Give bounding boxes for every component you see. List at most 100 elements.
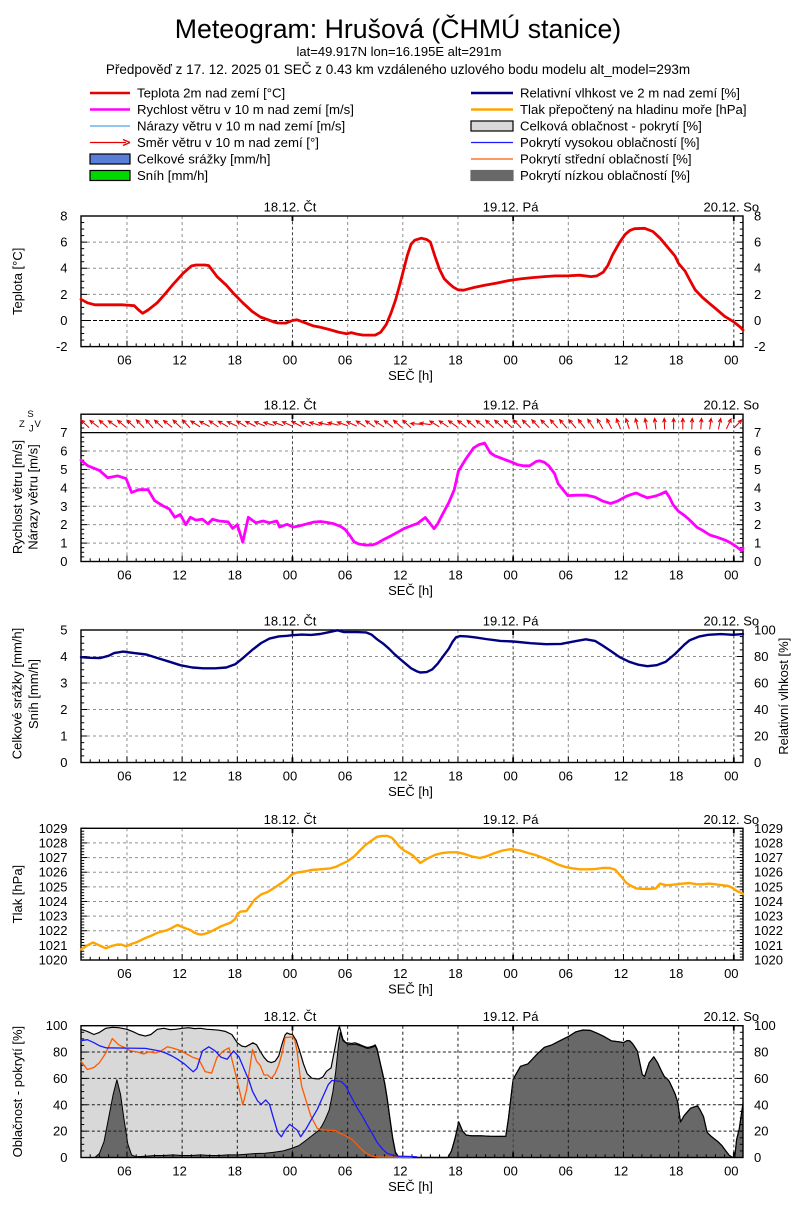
svg-text:0: 0 — [60, 755, 67, 770]
svg-text:1022: 1022 — [754, 923, 783, 938]
svg-text:18.12. Čt: 18.12. Čt — [264, 812, 317, 827]
svg-text:5: 5 — [60, 623, 67, 638]
svg-text:40: 40 — [754, 702, 768, 717]
svg-text:Směr větru v 10 m nad zemí [°]: Směr větru v 10 m nad zemí [°] — [137, 135, 319, 150]
svg-text:00: 00 — [283, 768, 297, 783]
svg-text:1: 1 — [60, 729, 67, 744]
svg-text:1029: 1029 — [754, 821, 783, 836]
svg-text:19.12. Pá: 19.12. Pá — [483, 812, 539, 827]
svg-text:00: 00 — [724, 567, 738, 582]
svg-text:12: 12 — [393, 1163, 407, 1178]
svg-text:1021: 1021 — [754, 938, 783, 953]
svg-text:1025: 1025 — [39, 879, 68, 894]
svg-text:3: 3 — [60, 499, 67, 514]
svg-text:19.12. Pá: 19.12. Pá — [483, 200, 539, 215]
svg-text:1023: 1023 — [754, 909, 783, 924]
svg-text:00: 00 — [503, 966, 517, 981]
svg-text:6: 6 — [754, 444, 761, 459]
svg-text:5: 5 — [754, 462, 761, 477]
svg-text:1026: 1026 — [754, 865, 783, 880]
svg-text:1026: 1026 — [39, 865, 68, 880]
svg-text:1027: 1027 — [754, 850, 783, 865]
svg-text:1028: 1028 — [754, 835, 783, 850]
svg-text:20.12. So: 20.12. So — [703, 1009, 759, 1024]
svg-text:0: 0 — [754, 554, 761, 569]
svg-text:3: 3 — [60, 676, 67, 691]
svg-text:20.12. So: 20.12. So — [703, 398, 759, 413]
svg-text:18: 18 — [448, 1163, 462, 1178]
svg-text:00: 00 — [503, 352, 517, 367]
svg-text:00: 00 — [724, 352, 738, 367]
svg-text:19.12. Pá: 19.12. Pá — [483, 398, 539, 413]
svg-text:18: 18 — [448, 768, 462, 783]
svg-text:12: 12 — [393, 768, 407, 783]
svg-text:18: 18 — [448, 966, 462, 981]
svg-text:12: 12 — [172, 966, 186, 981]
svg-text:2: 2 — [60, 287, 67, 302]
svg-text:06: 06 — [338, 352, 352, 367]
svg-text:12: 12 — [393, 966, 407, 981]
svg-text:00: 00 — [283, 567, 297, 582]
svg-text:Celková oblačnost - pokrytí [%: Celková oblačnost - pokrytí [%] — [520, 119, 702, 134]
svg-text:SEČ [h]: SEČ [h] — [388, 583, 433, 598]
svg-text:2: 2 — [754, 287, 761, 302]
svg-text:1023: 1023 — [39, 909, 68, 924]
svg-text:12: 12 — [614, 352, 628, 367]
svg-text:J: J — [29, 424, 34, 435]
svg-text:1021: 1021 — [39, 938, 68, 953]
svg-text:SEČ [h]: SEČ [h] — [388, 784, 433, 799]
svg-text:Nárazy větru [m/s]: Nárazy větru [m/s] — [26, 444, 41, 549]
svg-text:00: 00 — [283, 352, 297, 367]
svg-text:6: 6 — [60, 444, 67, 459]
svg-text:06: 06 — [559, 768, 573, 783]
svg-text:06: 06 — [559, 966, 573, 981]
svg-text:100: 100 — [46, 1018, 68, 1033]
svg-text:20.12. So: 20.12. So — [703, 200, 759, 215]
svg-text:0: 0 — [754, 755, 761, 770]
svg-text:12: 12 — [172, 352, 186, 367]
svg-text:1027: 1027 — [39, 850, 68, 865]
svg-text:18.12. Čt: 18.12. Čt — [264, 200, 317, 215]
svg-text:SEČ [h]: SEČ [h] — [388, 981, 433, 996]
svg-text:1022: 1022 — [39, 923, 68, 938]
svg-text:06: 06 — [117, 966, 131, 981]
svg-text:6: 6 — [60, 235, 67, 250]
svg-text:18: 18 — [228, 768, 242, 783]
svg-text:18: 18 — [228, 567, 242, 582]
svg-text:4: 4 — [60, 649, 67, 664]
svg-text:1024: 1024 — [754, 894, 783, 909]
svg-text:06: 06 — [338, 768, 352, 783]
svg-text:Celkové srážky [mm/h]: Celkové srážky [mm/h] — [137, 152, 270, 167]
svg-text:4: 4 — [754, 261, 761, 276]
svg-text:5: 5 — [60, 462, 67, 477]
svg-text:2: 2 — [60, 517, 67, 532]
svg-text:1020: 1020 — [39, 953, 68, 968]
svg-text:00: 00 — [503, 567, 517, 582]
svg-text:18: 18 — [669, 768, 683, 783]
svg-text:20: 20 — [754, 1124, 768, 1139]
svg-text:7: 7 — [60, 425, 67, 440]
svg-text:40: 40 — [53, 1097, 67, 1112]
svg-text:8: 8 — [754, 209, 761, 224]
svg-text:Nárazy větru v 10 m nad zemí [: Nárazy větru v 10 m nad zemí [m/s] — [137, 119, 345, 134]
svg-text:80: 80 — [53, 1045, 67, 1060]
svg-text:2: 2 — [60, 702, 67, 717]
svg-text:7: 7 — [754, 425, 761, 440]
svg-text:1020: 1020 — [754, 953, 783, 968]
svg-text:12: 12 — [614, 966, 628, 981]
svg-text:1: 1 — [60, 536, 67, 551]
svg-text:18: 18 — [448, 567, 462, 582]
svg-text:06: 06 — [117, 567, 131, 582]
svg-text:0: 0 — [60, 1150, 67, 1165]
svg-text:06: 06 — [559, 567, 573, 582]
svg-text:06: 06 — [559, 352, 573, 367]
svg-text:20: 20 — [53, 1124, 67, 1139]
svg-text:1029: 1029 — [39, 821, 68, 836]
svg-text:SEČ [h]: SEČ [h] — [388, 1179, 433, 1194]
svg-text:V: V — [35, 419, 42, 430]
svg-text:18: 18 — [669, 966, 683, 981]
svg-text:00: 00 — [503, 768, 517, 783]
svg-text:40: 40 — [754, 1097, 768, 1112]
svg-text:06: 06 — [117, 768, 131, 783]
svg-text:00: 00 — [724, 966, 738, 981]
